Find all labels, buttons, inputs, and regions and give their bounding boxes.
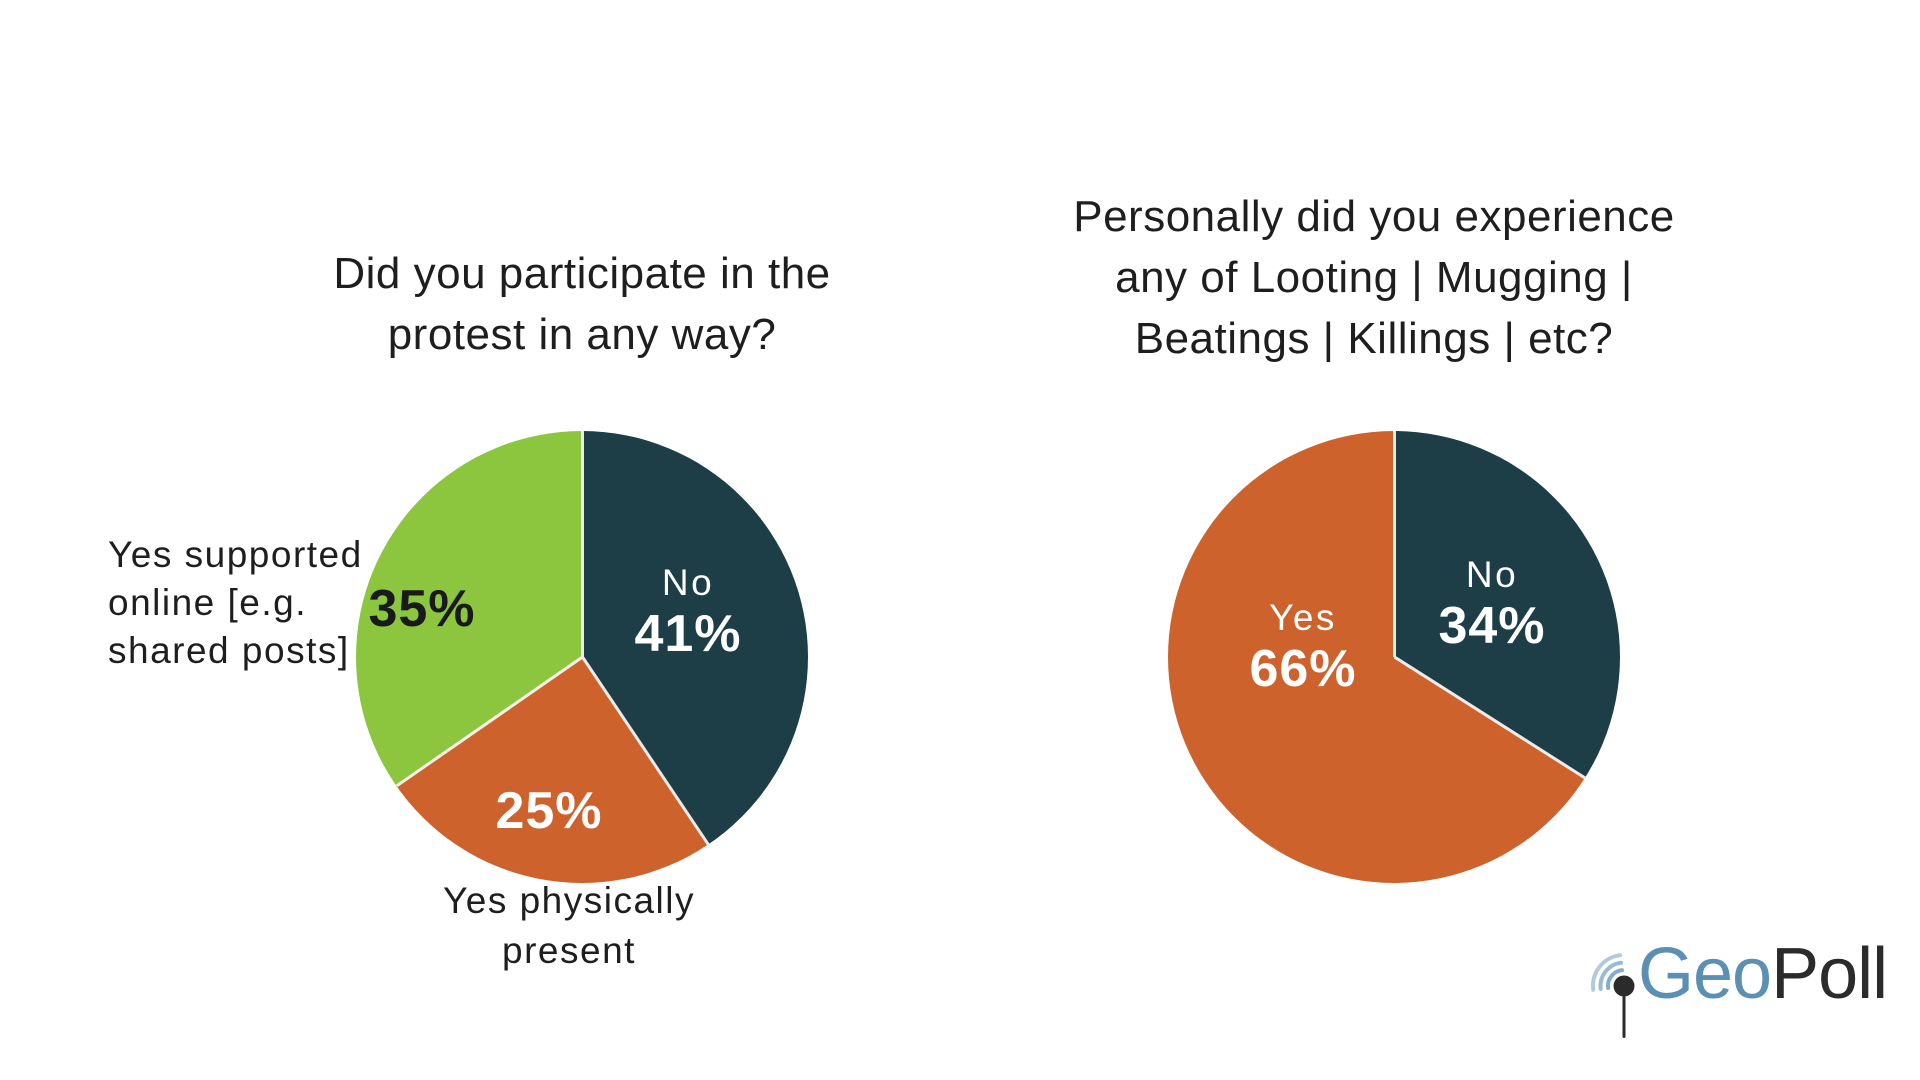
physical-line2: present xyxy=(502,930,636,971)
supported-line3: shared posts] xyxy=(108,630,350,671)
right-pie-yes-percent: 66% xyxy=(1249,640,1357,698)
right-chart-title-line2: any of Looting | Mugging | xyxy=(1115,253,1633,302)
right-pie-label-yes: Yes 66% xyxy=(1153,595,1453,697)
left-pie-label-online-percent: 35% xyxy=(272,581,572,637)
right-pie-chart xyxy=(1168,431,1620,883)
slice-divider xyxy=(1392,431,1396,657)
left-pie-physical-percent: 25% xyxy=(495,782,603,840)
geopoll-wordmark: GeoPoll xyxy=(1638,938,1888,1010)
pin-signal-icon xyxy=(1590,953,1635,1038)
left-pie-no-percent: 41% xyxy=(634,605,742,663)
left-pie-online-percent: 35% xyxy=(368,580,476,638)
left-chart-title-line2: protest in any way? xyxy=(387,310,777,359)
slice-divider xyxy=(395,655,583,788)
slice-divider xyxy=(580,431,584,657)
left-pie-label-no: No 41% xyxy=(538,560,838,662)
left-pie-label-physical-percent: 25% xyxy=(399,783,699,839)
right-chart-title-line1: Personally did you experience xyxy=(1073,192,1675,241)
right-pie-label-no: No 34% xyxy=(1342,552,1642,654)
left-pie-category-physically-present: Yes physically present xyxy=(369,876,769,976)
supported-line2: online [e.g. xyxy=(108,582,308,623)
left-pie-chart xyxy=(356,431,808,883)
right-pie-no-word: No xyxy=(1465,554,1519,595)
right-pie-yes-word: Yes xyxy=(1269,597,1337,638)
supported-line1: Yes supported xyxy=(108,534,363,575)
right-pie-no-percent: 34% xyxy=(1438,597,1546,655)
left-chart-title: Did you participate in the protest in an… xyxy=(182,243,982,365)
left-pie-no-word: No xyxy=(661,562,715,603)
physical-line1: Yes physically xyxy=(442,880,696,921)
logo-text-poll: Poll xyxy=(1771,934,1888,1014)
right-chart-title-line3: Beatings | Killings | etc? xyxy=(1134,314,1614,363)
left-pie-category-supported-online: Yes supported online [e.g. shared posts] xyxy=(108,531,438,675)
geopoll-logo: GeoPoll xyxy=(1588,938,1898,1052)
logo-text-geo: Geo xyxy=(1638,934,1772,1014)
right-chart-title: Personally did you experience any of Loo… xyxy=(1024,186,1724,369)
left-chart-title-line1: Did you participate in the xyxy=(333,249,831,298)
